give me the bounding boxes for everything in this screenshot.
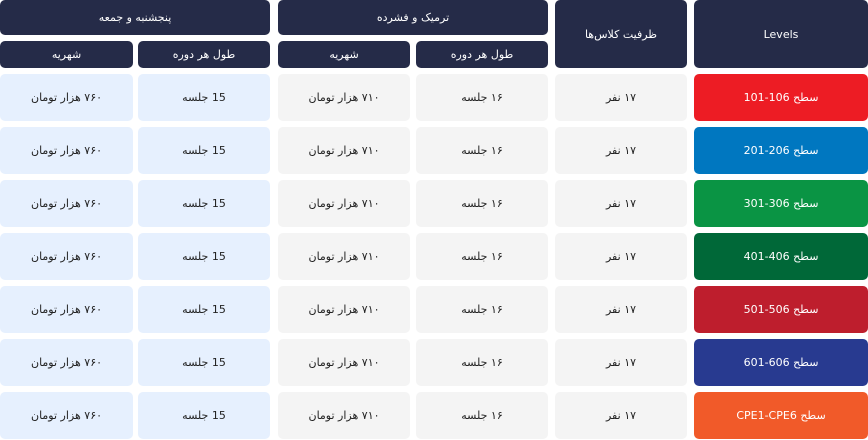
fee-cell: ۷۱۰ هزار تومان bbox=[278, 127, 410, 174]
duration-cell: 15 جلسه bbox=[138, 339, 270, 386]
duration-cell: ۱۶ جلسه bbox=[416, 286, 548, 333]
duration-cell: 15 جلسه bbox=[138, 286, 270, 333]
header-fee: شهریه bbox=[278, 41, 410, 68]
fee-cell: ۷۶۰ هزار تومان bbox=[0, 233, 133, 280]
duration-cell: ۱۶ جلسه bbox=[416, 180, 548, 227]
capacity-cell: ۱۷ نفر bbox=[555, 233, 687, 280]
fee-cell: ۷۶۰ هزار تومان bbox=[0, 339, 133, 386]
capacity-cell: ۱۷ نفر bbox=[555, 392, 687, 439]
capacity-cell: ۱۷ نفر bbox=[555, 127, 687, 174]
fee-cell: ۷۱۰ هزار تومان bbox=[278, 74, 410, 121]
duration-cell: 15 جلسه bbox=[138, 233, 270, 280]
fee-cell: ۷۱۰ هزار تومان bbox=[278, 286, 410, 333]
level-cell: سطح 306-301 bbox=[694, 180, 868, 227]
fee-cell: ۷۶۰ هزار تومان bbox=[0, 127, 133, 174]
level-cell: سطح 506-501 bbox=[694, 286, 868, 333]
level-cell: سطح CPE1-CPE6 bbox=[694, 392, 868, 439]
capacity-cell: ۱۷ نفر bbox=[555, 286, 687, 333]
level-cell: سطح 406-401 bbox=[694, 233, 868, 280]
duration-cell: 15 جلسه bbox=[138, 74, 270, 121]
duration-cell: ۱۶ جلسه bbox=[416, 392, 548, 439]
fee-cell: ۷۱۰ هزار تومان bbox=[278, 339, 410, 386]
header-duration: طول هر دوره bbox=[138, 41, 270, 68]
duration-cell: 15 جلسه bbox=[138, 127, 270, 174]
level-cell: سطح 206-201 bbox=[694, 127, 868, 174]
level-cell: سطح 106-101 bbox=[694, 74, 868, 121]
duration-cell: ۱۶ جلسه bbox=[416, 233, 548, 280]
header-fee: شهریه bbox=[0, 41, 133, 68]
level-cell: سطح 606-601 bbox=[694, 339, 868, 386]
duration-cell: ۱۶ جلسه bbox=[416, 74, 548, 121]
fee-cell: ۷۱۰ هزار تومان bbox=[278, 180, 410, 227]
fee-cell: ۷۶۰ هزار تومان bbox=[0, 392, 133, 439]
duration-cell: ۱۶ جلسه bbox=[416, 127, 548, 174]
fee-cell: ۷۱۰ هزار تومان bbox=[278, 392, 410, 439]
header-levels: Levels bbox=[694, 0, 868, 68]
fee-cell: ۷۶۰ هزار تومان bbox=[0, 286, 133, 333]
header-capacity: ظرفیت کلاس‌ها bbox=[555, 0, 687, 68]
duration-cell: ۱۶ جلسه bbox=[416, 339, 548, 386]
capacity-cell: ۱۷ نفر bbox=[555, 180, 687, 227]
capacity-cell: ۱۷ نفر bbox=[555, 339, 687, 386]
capacity-cell: ۱۷ نفر bbox=[555, 74, 687, 121]
fee-cell: ۷۶۰ هزار تومان bbox=[0, 180, 133, 227]
header-term-intensive: ترمیک و فشرده bbox=[278, 0, 548, 35]
header-term-weekend: پنجشنبه و جمعه bbox=[0, 0, 270, 35]
header-duration: طول هر دوره bbox=[416, 41, 548, 68]
fee-cell: ۷۶۰ هزار تومان bbox=[0, 74, 133, 121]
fee-cell: ۷۱۰ هزار تومان bbox=[278, 233, 410, 280]
duration-cell: 15 جلسه bbox=[138, 392, 270, 439]
duration-cell: 15 جلسه bbox=[138, 180, 270, 227]
